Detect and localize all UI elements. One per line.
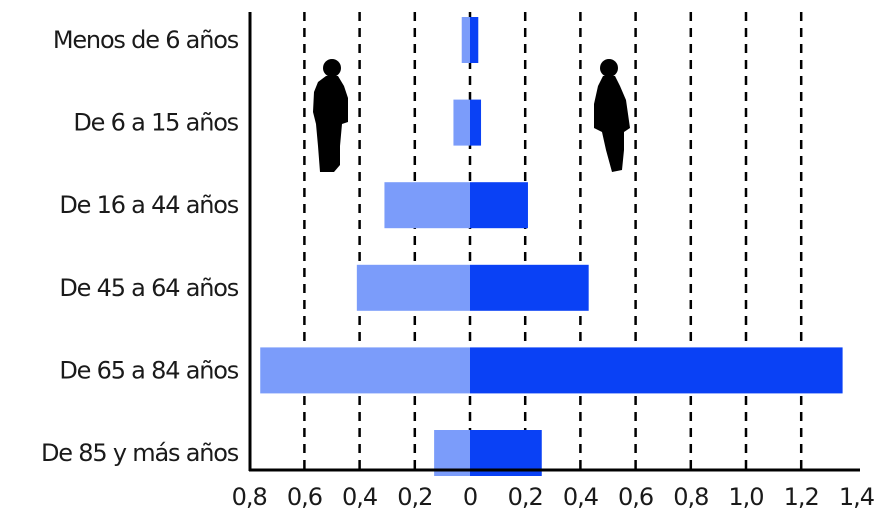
bar-left-2 xyxy=(384,182,470,229)
x-tick-label-2: 0,4 xyxy=(342,483,377,511)
icons xyxy=(313,59,630,172)
category-label-4: De 65 a 84 años xyxy=(59,356,238,384)
axes xyxy=(248,12,860,472)
grid-lines xyxy=(303,12,803,470)
x-tick-label-4: 0 xyxy=(463,483,477,511)
bar-right-1 xyxy=(470,99,482,146)
bars xyxy=(260,17,843,476)
x-tick-label-6: 0,4 xyxy=(563,483,598,511)
bar-left-3 xyxy=(356,264,470,311)
bar-left-0 xyxy=(461,17,470,63)
bar-right-0 xyxy=(470,17,479,63)
x-tick-label-8: 0,8 xyxy=(673,483,708,511)
x-tick-label-7: 0,6 xyxy=(618,483,653,511)
category-label-5: De 85 y más años xyxy=(41,439,239,467)
bar-right-3 xyxy=(470,264,589,311)
x-tick-labels: 0,8 0,6 0,4 0,2 0 0,2 0,4 0,6 0,8 1,0 1,2 1,4 xyxy=(232,483,875,511)
x-tick-label-0: 0,8 xyxy=(232,483,267,511)
bar-left-5 xyxy=(434,430,470,476)
bar-right-4 xyxy=(470,347,843,394)
x-tick-label-5: 0,2 xyxy=(508,483,543,511)
bar-right-5 xyxy=(470,430,542,476)
category-label-1: De 6 a 15 años xyxy=(73,109,238,137)
category-label-2: De 16 a 44 años xyxy=(59,191,238,219)
bar-right-2 xyxy=(470,182,528,229)
female-silhouette-icon xyxy=(594,59,630,172)
male-silhouette-icon xyxy=(313,59,348,172)
category-label-3: De 45 a 64 años xyxy=(59,274,238,302)
x-tick-label-3: 0,2 xyxy=(397,483,432,511)
x-tick-label-11: 1,4 xyxy=(839,483,874,511)
bar-left-4 xyxy=(260,347,470,394)
category-labels: Menos de 6 años De 6 a 15 años De 16 a 44 … xyxy=(41,26,240,467)
bar-left-1 xyxy=(453,99,470,146)
x-tick-label-9: 1,0 xyxy=(728,483,763,511)
category-label-0: Menos de 6 años xyxy=(53,26,239,54)
x-tick-label-10: 1,2 xyxy=(784,483,819,511)
x-tick-label-1: 0,6 xyxy=(287,483,322,511)
